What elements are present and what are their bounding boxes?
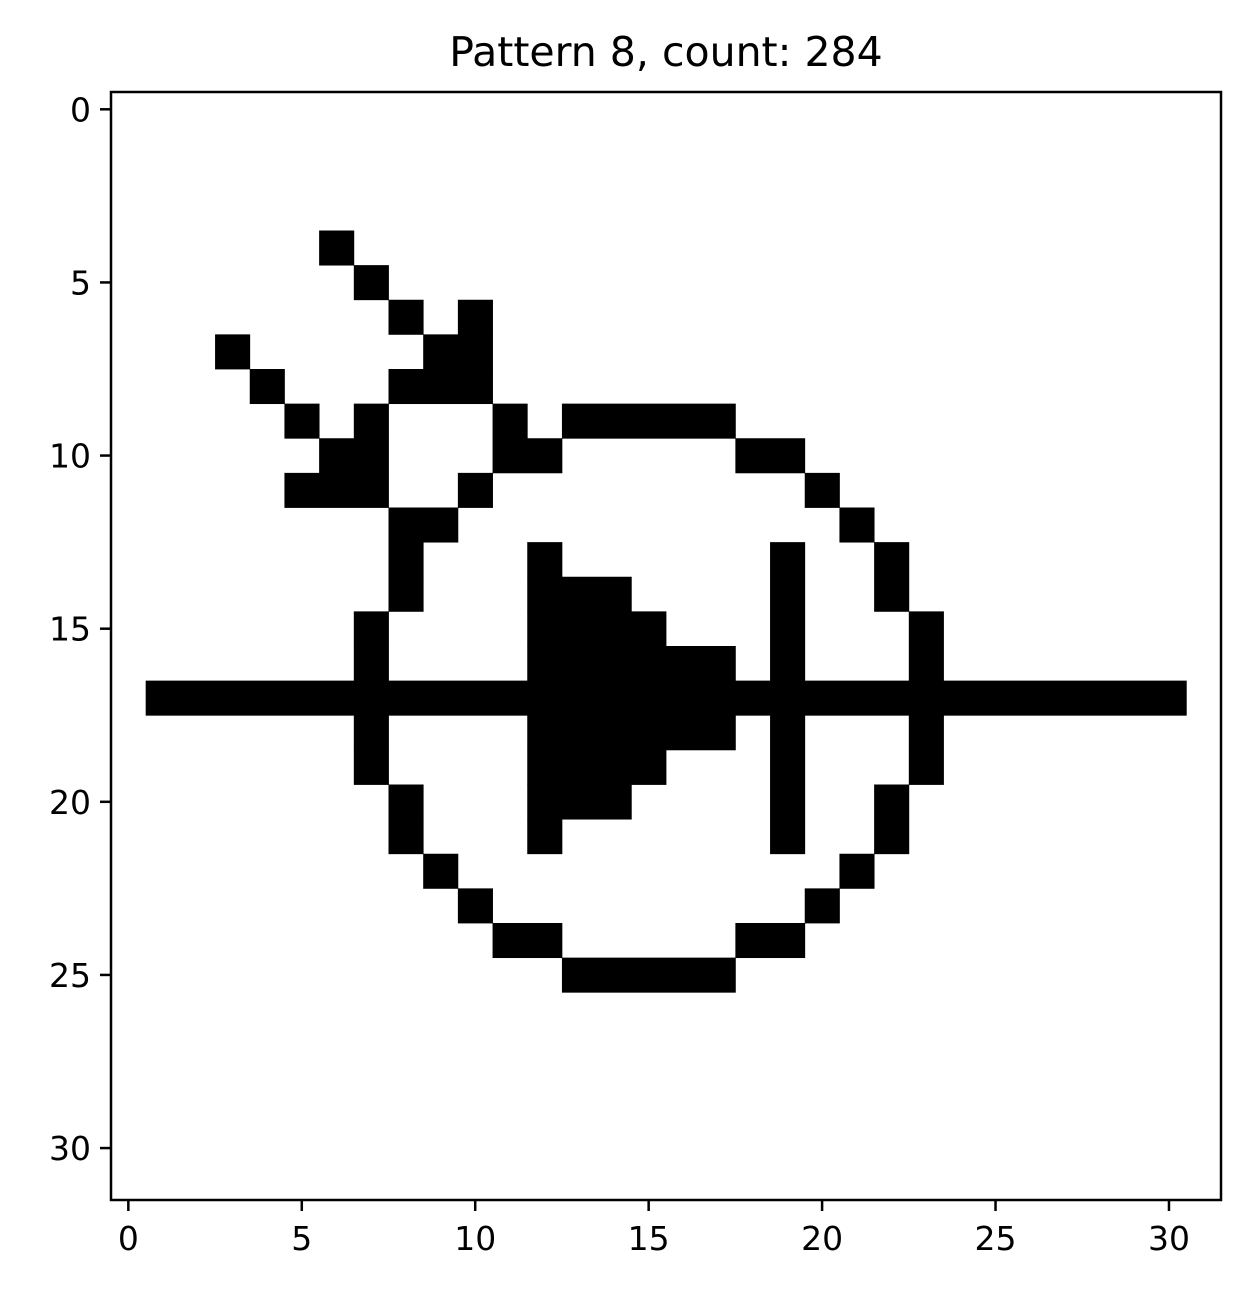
filled-cell-run [770,542,806,578]
filled-cell-run [908,611,944,647]
filled-cell-run [492,403,528,439]
filled-cell-run [770,784,806,820]
filled-cell-run [770,819,806,855]
filled-cell-run [492,923,563,959]
filled-cell-run [457,299,493,335]
filled-cell-run [457,472,493,508]
filled-cell-run [839,507,875,543]
x-tick-label: 0 [118,1219,139,1258]
filled-cell-run [215,334,251,370]
y-tick-label: 5 [70,263,91,302]
filled-cell-run [527,542,563,578]
filled-cell-run [770,646,806,682]
filled-cell-run [527,646,736,682]
filled-cell-run [353,265,389,301]
filled-cell-run [908,715,944,751]
filled-cell-run [353,715,389,751]
filled-cell-run [527,611,667,647]
filled-cell-run [839,853,875,889]
filled-cell-run [770,715,806,751]
filled-cell-run [319,230,355,266]
filled-cell-run [353,403,389,439]
filled-cell-run [874,542,910,578]
chart-title: Pattern 8, count: 284 [449,28,882,76]
filled-cell-run [423,334,493,370]
filled-cell-run [908,749,944,785]
x-tick-label: 25 [975,1219,1017,1258]
filled-cell-run [527,715,736,751]
x-tick-label: 5 [291,1219,312,1258]
x-tick-label: 20 [801,1219,843,1258]
filled-cell-run [735,438,806,474]
axes-frame [109,90,1223,1202]
filled-cell-run [457,888,493,924]
x-tick-label: 10 [454,1219,496,1258]
filled-cell-run [527,576,632,612]
filled-cell-run [388,819,424,855]
filled-cell-run [804,472,840,508]
filled-cell-run [561,403,736,439]
filled-cell-run [284,472,389,508]
filled-cell-run [353,611,389,647]
filled-cell-run [423,853,459,889]
x-axis: 0 5 10 15 20 25 30 [118,1200,1190,1258]
filled-cell-run [527,784,632,820]
filled-cell-run [492,438,563,474]
y-tick-label: 15 [49,610,91,649]
filled-cell-run [353,749,389,785]
y-axis: 0 5 10 15 20 25 30 [49,90,111,1168]
filled-cell-run [874,819,910,855]
filled-cell-run [353,646,389,682]
filled-cell-run [527,819,563,855]
filled-cell-run [388,507,459,543]
filled-cell-run [145,680,1187,716]
filled-cell-run [561,957,736,993]
y-tick-label: 0 [70,90,91,129]
x-tick-label: 15 [628,1219,670,1258]
filled-cell-run [319,438,389,474]
y-tick-label: 20 [49,783,91,822]
filled-cell-run [284,403,320,439]
filled-cell-run [770,576,806,612]
filled-cell-run [388,576,424,612]
y-tick-label: 25 [49,956,91,995]
filled-cell-run [770,749,806,785]
x-tick-label: 30 [1148,1219,1190,1258]
y-tick-label: 30 [49,1129,91,1168]
filled-cell-run [388,784,424,820]
filled-cell-run [874,784,910,820]
filled-cell-run [770,611,806,647]
filled-cell-run [249,369,285,405]
y-tick-label: 10 [49,437,91,476]
filled-cell-run [908,646,944,682]
filled-cell-run [388,299,424,335]
filled-cell-run [527,749,667,785]
filled-cell-run [874,576,910,612]
filled-cell-run [388,542,424,578]
filled-cell-run [804,888,840,924]
filled-cell-run [735,923,806,959]
cell-grid [145,230,1187,993]
filled-cell-run [388,369,493,405]
